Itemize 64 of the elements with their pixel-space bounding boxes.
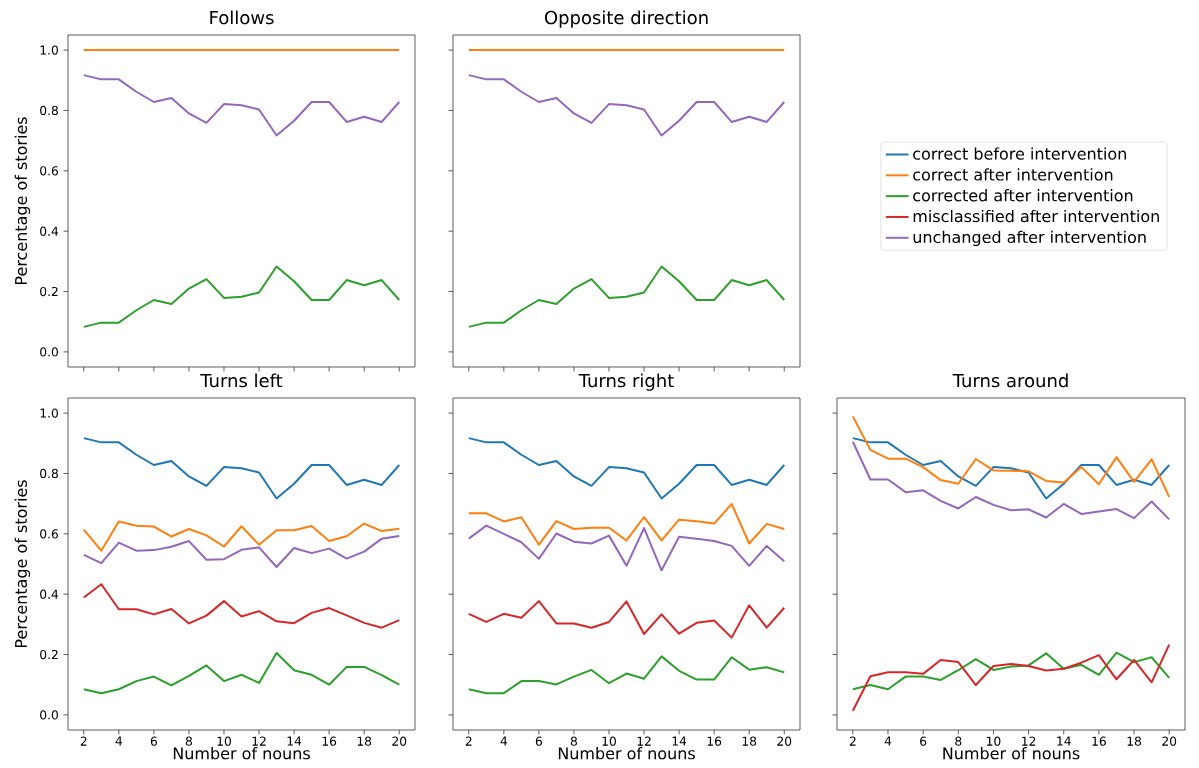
x-tick-label: 16 [322, 736, 337, 746]
legend-label: correct after intervention [913, 168, 1113, 181]
y-tick-label: 0.2 [40, 286, 58, 297]
x-tick-label: 18 [357, 736, 372, 746]
y-tick-label: 0.4 [40, 589, 59, 599]
x-tick-label: 10 [217, 736, 231, 746]
x-tick-label: 14 [287, 736, 302, 746]
x-tick-label: 12 [637, 736, 651, 746]
line-series [82, 520, 401, 552]
x-axis-title: Number of nouns [558, 746, 695, 760]
x-tick-label: 10 [986, 736, 1001, 746]
y-axis-title: Percentage of stories [14, 480, 31, 648]
line-series [82, 437, 401, 500]
x-tick-label: 6 [150, 736, 157, 746]
y-tick-label: 0.2 [40, 649, 58, 660]
line-series [82, 74, 401, 137]
x-tick-label: 8 [570, 736, 577, 746]
line-series [82, 652, 401, 695]
x-tick-label: 4 [884, 736, 892, 746]
x-tick-label: 2 [80, 736, 87, 746]
x-tick-label: 2 [465, 736, 472, 746]
line-series [82, 583, 401, 629]
legend-label: misclassified after intervention [913, 209, 1159, 223]
y-tick-label: 0.6 [40, 529, 59, 539]
x-tick-label: 4 [500, 736, 508, 746]
x-tick-label: 14 [1057, 736, 1071, 746]
x-tick-label: 20 [1162, 736, 1177, 746]
y-tick-label: 0.6 [40, 166, 59, 176]
y-axis-title: Percentage of stories [14, 117, 31, 285]
chart-title: Turns right [578, 373, 674, 391]
x-tick-label: 18 [742, 736, 757, 746]
x-tick-label: 18 [1127, 736, 1141, 746]
y-tick-label: 0.0 [40, 347, 58, 357]
legend-label: correct before intervention [913, 147, 1126, 160]
line-series [82, 534, 401, 569]
x-tick-label: 8 [185, 736, 192, 746]
x-tick-label: 16 [707, 736, 722, 746]
y-tick-label: 0.4 [40, 226, 59, 236]
line-series [82, 265, 401, 328]
legend-label: corrected after intervention [913, 189, 1133, 202]
legend-label: unchanged after intervention [913, 230, 1146, 247]
x-tick-label: 12 [252, 736, 266, 746]
y-tick-label: 0.8 [40, 468, 58, 479]
y-tick-label: 0.0 [40, 710, 58, 720]
chart-title: Opposite direction [544, 10, 708, 28]
x-tick-label: 8 [955, 736, 962, 746]
y-tick-label: 1.0 [40, 408, 58, 418]
x-tick-label: 2 [849, 736, 856, 746]
x-tick-label: 4 [115, 736, 123, 746]
x-axis-title: Number of nouns [173, 746, 310, 760]
x-tick-label: 20 [777, 736, 792, 746]
y-tick-label: 0.8 [40, 105, 58, 116]
chart-title: Turns around [952, 373, 1068, 388]
x-axis-title: Number of nouns [943, 746, 1080, 760]
y-tick-label: 1.0 [40, 45, 58, 55]
x-tick-label: 20 [392, 736, 407, 746]
x-tick-label: 10 [602, 736, 616, 746]
x-tick-label: 6 [535, 736, 543, 746]
x-tick-label: 14 [672, 736, 687, 746]
x-tick-label: 16 [1092, 736, 1106, 746]
x-tick-label: 12 [1022, 736, 1036, 746]
x-tick-label: 6 [920, 736, 927, 746]
chart-title: Follows [210, 10, 274, 25]
chart-title: Turns left [200, 373, 283, 388]
